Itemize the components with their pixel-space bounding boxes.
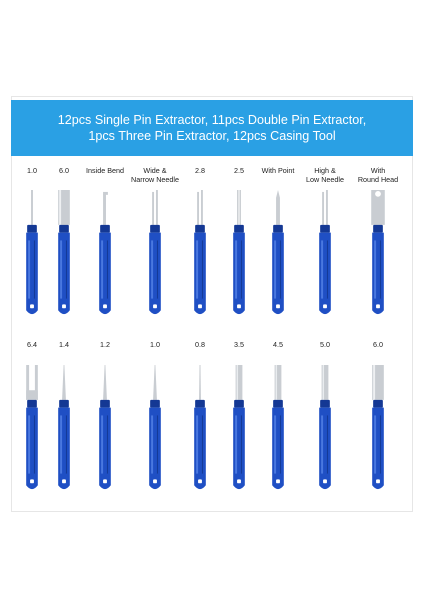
banner-line-1: 12pcs Single Pin Extractor, 11pcs Double…	[57, 112, 367, 127]
tool-label: 6.0	[352, 340, 404, 349]
tool-label-line-2: Narrow Needle	[131, 175, 179, 184]
extractor-tool-icon	[149, 190, 161, 315]
extractor-tool-icon	[319, 365, 331, 490]
tool-label-line-1: 3.5	[234, 340, 244, 349]
tool-label-line-1: 6.0	[373, 340, 383, 349]
tool-label-line-1: With	[370, 166, 386, 175]
tool-label-line-1: Wide &	[143, 166, 167, 175]
extractor-tool-icon	[26, 365, 38, 490]
extractor-tool	[228, 190, 250, 318]
tool-label: Inside Bend	[79, 166, 131, 175]
extractor-tool-icon	[58, 190, 70, 315]
extractor-tool-icon	[233, 365, 245, 490]
extractor-tool	[144, 365, 166, 493]
extractor-tool	[314, 190, 336, 318]
extractor-tool-icon	[194, 190, 206, 315]
extractor-tool	[267, 190, 289, 318]
tool-label-line-1: High &	[314, 166, 336, 175]
extractor-tool	[94, 190, 116, 318]
tool-label: 1.2	[79, 340, 131, 349]
tool-label: With Round Head	[352, 166, 404, 184]
extractor-tool	[21, 190, 43, 318]
extractor-tool	[53, 365, 75, 493]
extractor-tool-icon	[194, 365, 206, 490]
tool-label-line-2: Low Needle	[306, 175, 344, 184]
extractor-tool-icon	[149, 365, 161, 490]
tool-label-line-1: 1.0	[27, 166, 37, 175]
tool-label: With Point	[252, 166, 304, 175]
tool-label: 1.0	[6, 166, 58, 175]
tool-label: High & Low Needle	[299, 166, 351, 184]
extractor-tool-icon	[99, 365, 111, 490]
title-banner: 12pcs Single Pin Extractor, 11pcs Double…	[11, 100, 413, 156]
extractor-tool-icon	[272, 190, 284, 315]
extractor-tool	[367, 190, 389, 318]
tool-label: 6.4	[6, 340, 58, 349]
extractor-tool	[21, 365, 43, 493]
tool-label: 1.0	[129, 340, 181, 349]
tool-label: 3.5	[213, 340, 265, 349]
tool-label-line-1: 2.8	[195, 166, 205, 175]
extractor-tool	[94, 365, 116, 493]
tool-label: 4.5	[252, 340, 304, 349]
extractor-tool	[53, 190, 75, 318]
extractor-tool	[267, 365, 289, 493]
extractor-tool	[314, 365, 336, 493]
tool-label: Wide & Narrow Needle	[129, 166, 181, 184]
tool-label-line-1: 1.0	[150, 340, 160, 349]
extractor-tool-icon	[272, 365, 284, 490]
tool-label-line-1: 0.8	[195, 340, 205, 349]
tool-label-line-1: 2.5	[234, 166, 244, 175]
extractor-tool	[367, 365, 389, 493]
tool-label-line-2: Round Head	[357, 175, 399, 184]
extractor-tool-icon	[233, 190, 245, 315]
tool-label: 2.5	[213, 166, 265, 175]
banner-line-2: 1pcs Three Pin Extractor, 12pcs Casing T…	[88, 129, 336, 143]
extractor-tool-icon	[372, 365, 384, 490]
tool-label: 2.8	[174, 166, 226, 175]
extractor-tool	[144, 190, 166, 318]
tool-label-line-1: 4.5	[273, 340, 283, 349]
tool-label-line-1: With Point	[261, 166, 295, 175]
tool-label-line-1: 6.4	[27, 340, 37, 349]
tool-label-line-1: Inside Bend	[86, 166, 124, 175]
tool-label: 1.4	[38, 340, 90, 349]
tool-label-line-1: 5.0	[320, 340, 330, 349]
tool-label: 6.0	[38, 166, 90, 175]
extractor-tool	[189, 190, 211, 318]
extractor-tool-icon	[26, 190, 38, 315]
extractor-tool-icon	[371, 190, 385, 315]
tool-label-line-1: 6.0	[59, 166, 69, 175]
tool-label-line-1: 1.2	[100, 340, 110, 349]
product-frame	[11, 96, 413, 512]
extractor-tool	[189, 365, 211, 493]
extractor-tool-icon	[319, 190, 331, 315]
tool-label: 0.8	[174, 340, 226, 349]
extractor-tool-icon	[99, 191, 111, 315]
tool-label-line-1: 1.4	[59, 340, 69, 349]
extractor-tool	[228, 365, 250, 493]
tool-label: 5.0	[299, 340, 351, 349]
extractor-tool-icon	[58, 365, 70, 490]
